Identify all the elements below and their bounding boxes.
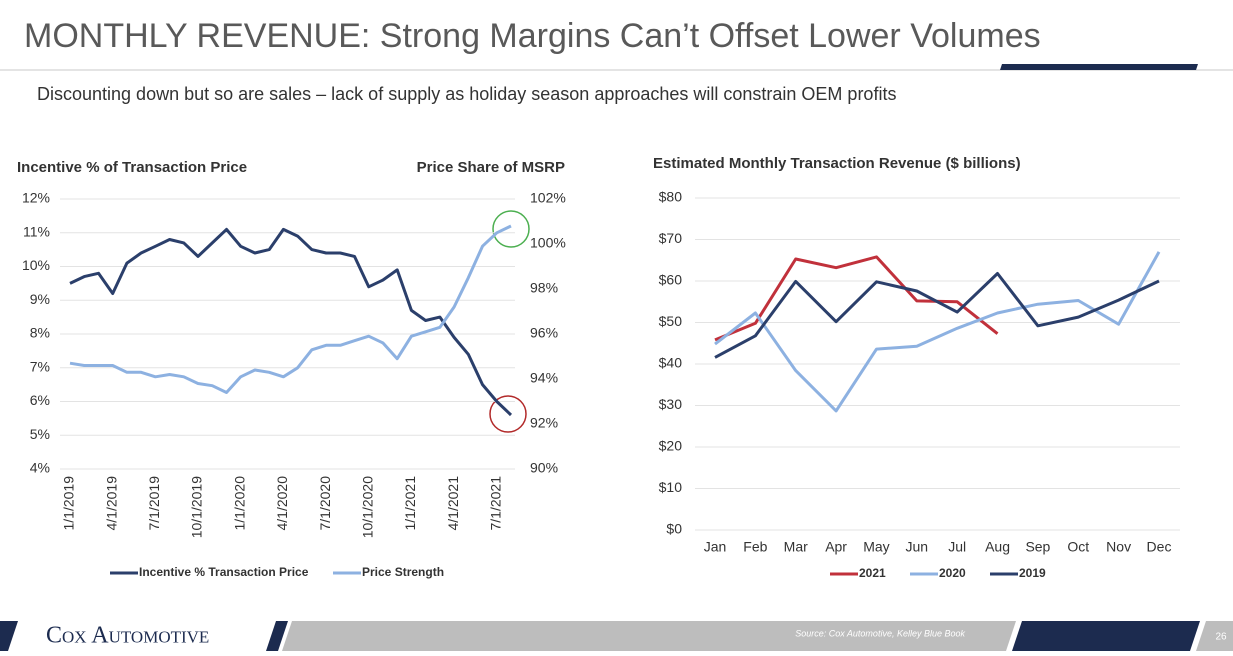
series-line xyxy=(714,251,1161,413)
subtitle: Discounting down but so are sales – lack… xyxy=(37,84,896,104)
highlight-circle xyxy=(492,210,530,248)
legend-label: 2019 xyxy=(1019,566,1046,580)
highlight-circle xyxy=(489,395,527,433)
x-tick-label: Jul xyxy=(948,539,966,555)
x-tick-label: May xyxy=(863,539,889,555)
y-tick-label: 7% xyxy=(30,358,50,374)
y2-tick-label: 102% xyxy=(530,190,566,206)
footer-stripe xyxy=(0,621,18,651)
y2-axis-title: Price Share of MSRP xyxy=(417,159,565,176)
x-tick-label: Jan xyxy=(704,539,727,555)
legend-label: Price Strength xyxy=(362,565,444,579)
source-note: Source: Cox Automotive, Kelley Blue Book xyxy=(795,628,965,638)
y-tick-label: 8% xyxy=(30,325,50,341)
y-tick-label: 9% xyxy=(30,291,50,307)
x-tick-label: Apr xyxy=(825,539,847,555)
footer: Cox Automotive Source: Cox Automotive, K… xyxy=(0,621,1233,651)
footer-band xyxy=(282,621,1016,651)
y2-tick-label: 98% xyxy=(530,280,558,296)
x-tick-label: 1/1/2020 xyxy=(231,476,247,531)
legend-label: 2021 xyxy=(859,566,886,580)
y2-tick-label: 90% xyxy=(530,460,558,476)
y-tick-label: $10 xyxy=(659,479,683,495)
footer-block xyxy=(1012,621,1200,651)
x-tick-label: 1/1/2021 xyxy=(402,476,418,531)
x-tick-label: 7/1/2020 xyxy=(317,476,333,531)
y-tick-label: $60 xyxy=(659,272,683,288)
series-line xyxy=(714,272,1160,359)
y-tick-label: $0 xyxy=(666,521,682,537)
y2-tick-label: 92% xyxy=(530,415,558,431)
x-tick-label: Jun xyxy=(906,539,929,555)
series-line xyxy=(69,224,512,394)
x-tick-label: Aug xyxy=(985,539,1010,555)
y-tick-label: 12% xyxy=(22,190,50,206)
x-tick-label: 7/1/2021 xyxy=(487,476,503,531)
y2-tick-label: 100% xyxy=(530,235,566,251)
title-accent xyxy=(1000,64,1198,70)
x-tick-label: Sep xyxy=(1025,539,1050,555)
x-tick-label: Dec xyxy=(1147,539,1172,555)
y2-tick-label: 94% xyxy=(530,370,558,386)
legend-label: 2020 xyxy=(939,566,966,580)
x-tick-label: Feb xyxy=(743,539,767,555)
x-tick-label: Mar xyxy=(784,539,808,555)
series-line xyxy=(714,255,999,342)
footer-band xyxy=(1196,621,1233,651)
footer-stripe xyxy=(266,621,288,651)
x-tick-label: 10/1/2019 xyxy=(189,476,205,538)
y-tick-label: $80 xyxy=(659,189,683,205)
y-tick-label: $50 xyxy=(659,313,683,329)
x-tick-label: 4/1/2020 xyxy=(274,476,290,531)
x-tick-label: 4/1/2019 xyxy=(103,476,119,531)
y-tick-label: 5% xyxy=(30,426,50,442)
y-axis-title: Incentive % of Transaction Price xyxy=(17,159,247,176)
y-tick-label: $40 xyxy=(659,355,683,371)
legend-label: Incentive % Transaction Price xyxy=(139,565,309,579)
series-line xyxy=(69,227,513,417)
x-tick-label: 7/1/2019 xyxy=(146,476,162,531)
logo: Cox Automotive xyxy=(46,623,209,649)
y-tick-label: $20 xyxy=(659,438,683,454)
y-tick-label: 11% xyxy=(23,223,50,239)
x-tick-label: 10/1/2020 xyxy=(359,476,375,538)
x-tick-label: Nov xyxy=(1106,539,1131,555)
x-tick-label: 1/1/2019 xyxy=(61,476,77,531)
chart-title: Estimated Monthly Transaction Revenue ($… xyxy=(653,155,1021,172)
y2-tick-label: 96% xyxy=(530,325,558,341)
y-tick-label: 6% xyxy=(30,392,50,408)
y-tick-label: 10% xyxy=(22,257,50,273)
x-tick-label: Oct xyxy=(1067,539,1089,555)
y-tick-label: $70 xyxy=(659,230,683,246)
x-tick-label: 4/1/2021 xyxy=(445,476,461,531)
y-tick-label: $30 xyxy=(659,396,683,412)
y-tick-label: 4% xyxy=(30,460,50,476)
slide-title: MONTHLY REVENUE: Strong Margins Can’t Of… xyxy=(24,17,1041,55)
page-number: 26 xyxy=(1215,632,1227,643)
